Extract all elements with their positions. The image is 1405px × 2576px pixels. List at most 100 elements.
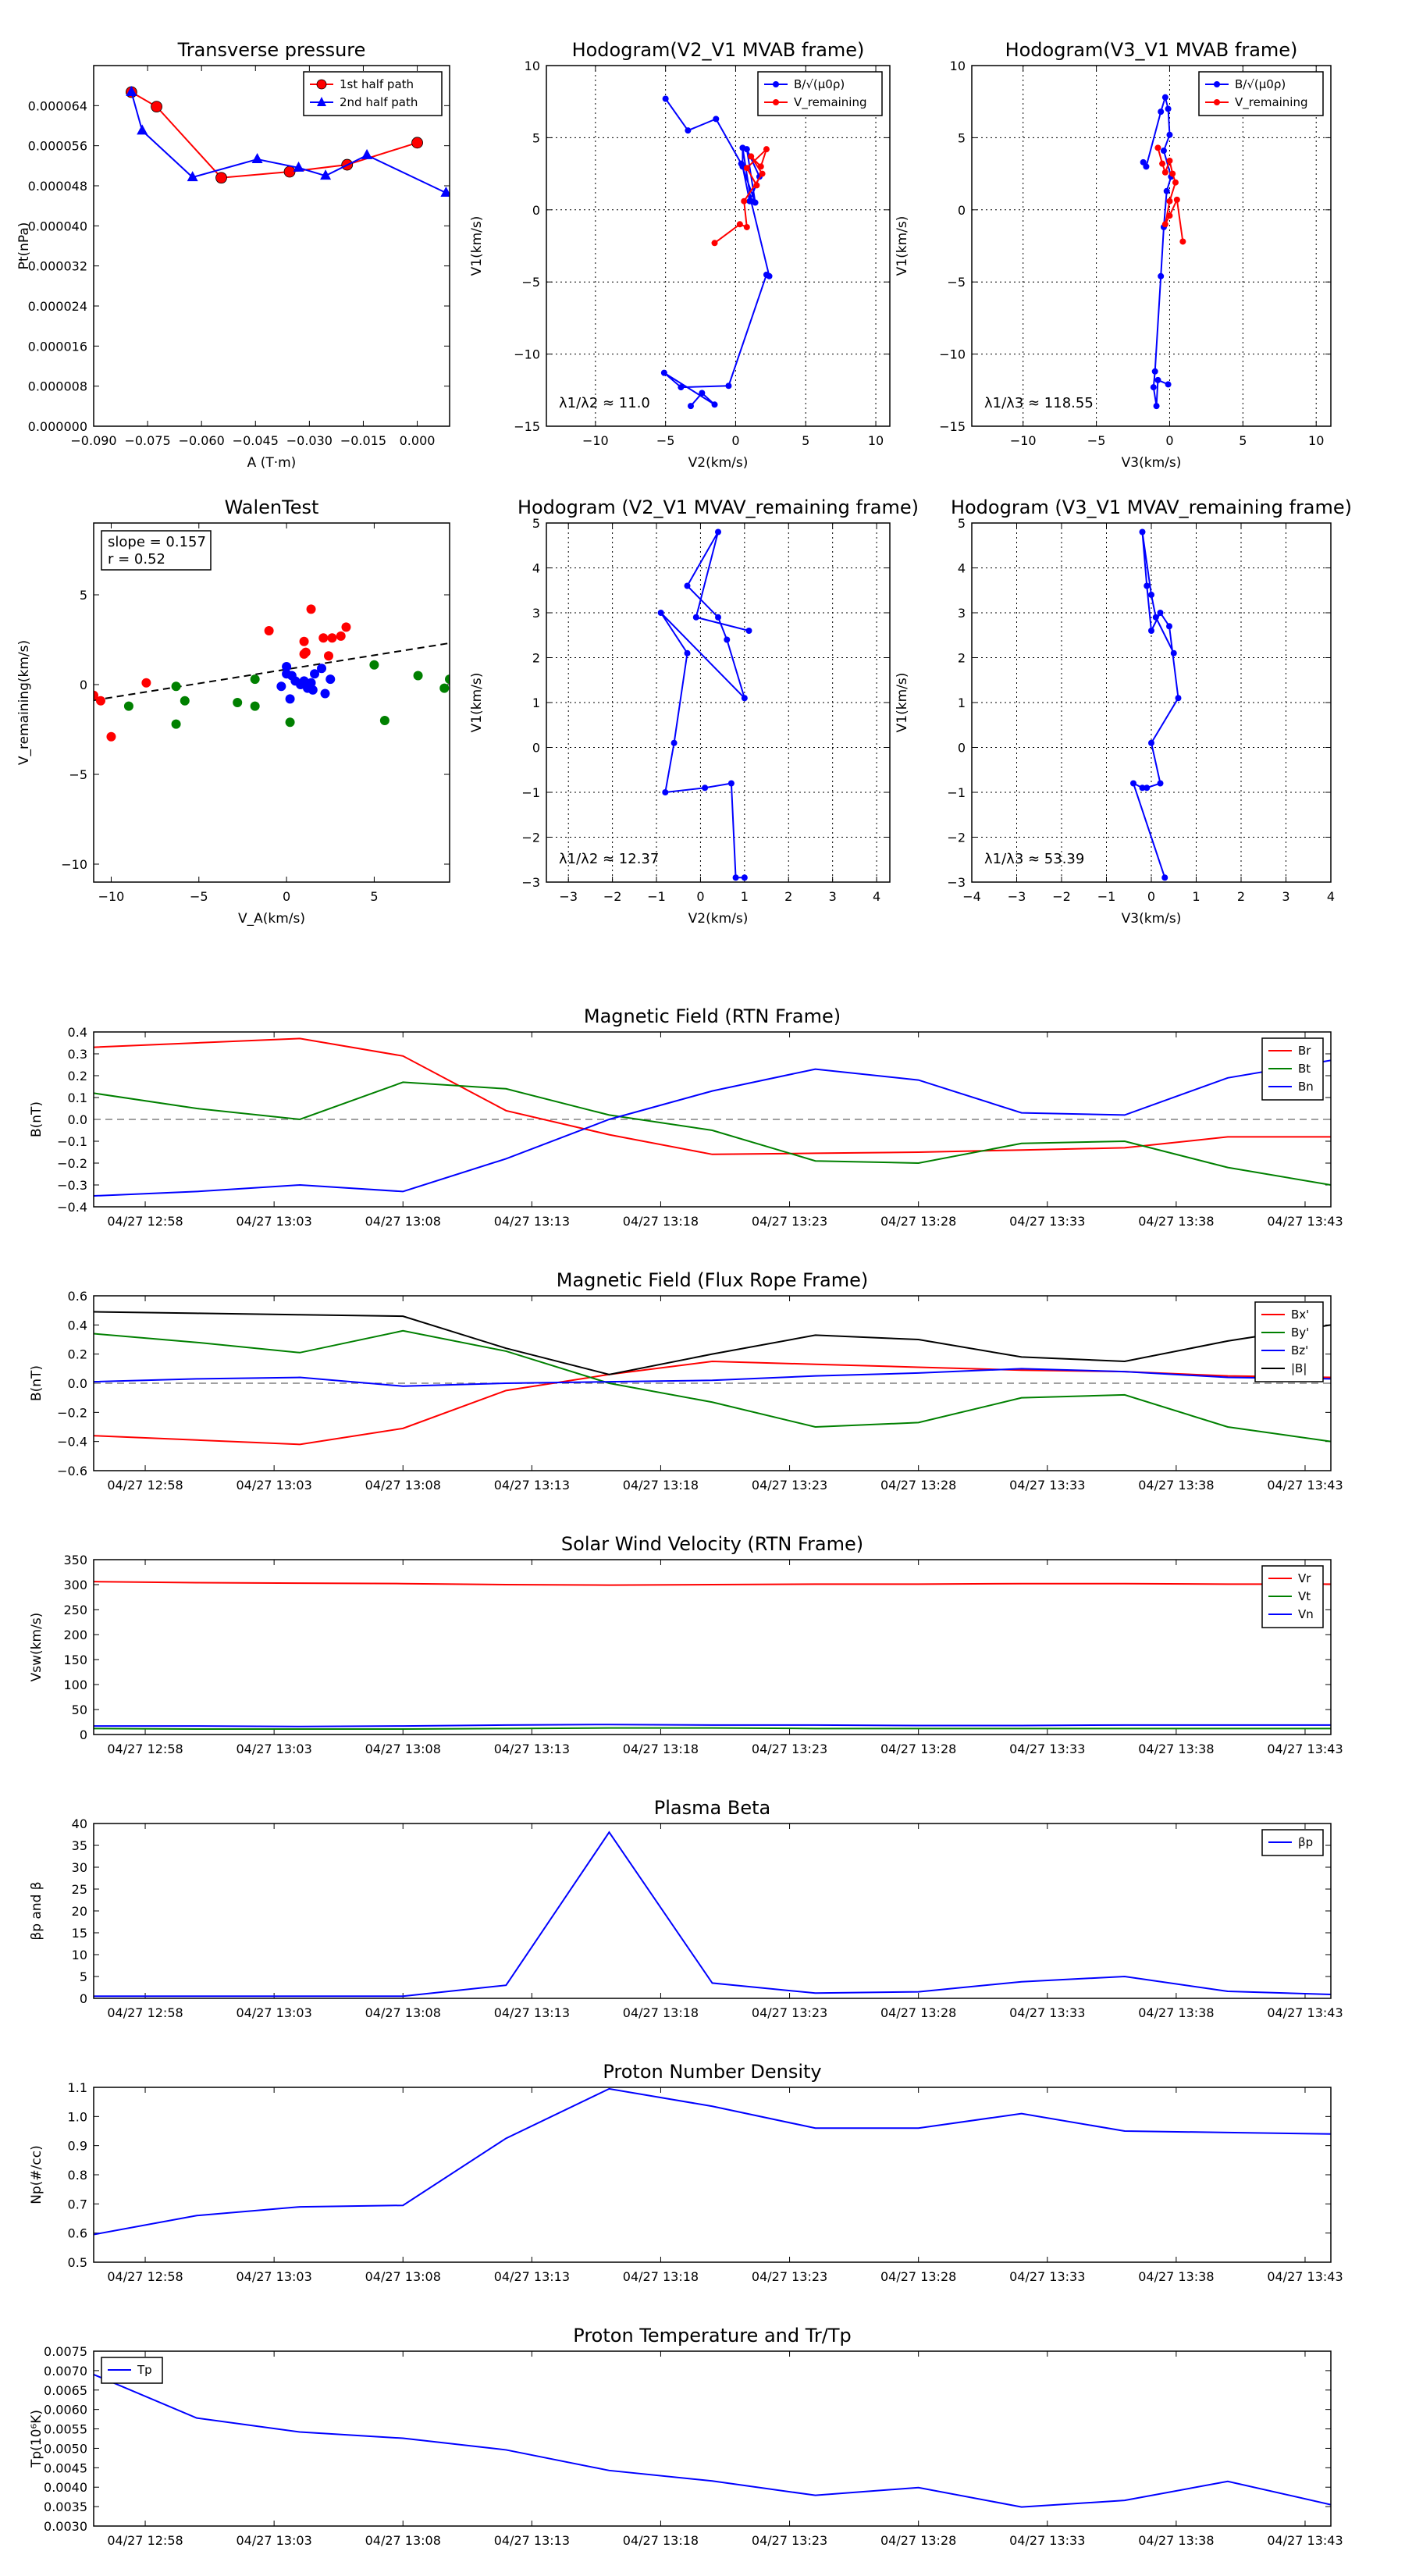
- legend-label: Vn: [1298, 1607, 1314, 1621]
- x-tick-label: −5: [190, 889, 208, 904]
- y-tick-label: −5: [69, 767, 87, 782]
- x-tick-label: 0: [1147, 889, 1155, 904]
- series-1: [94, 1329, 1331, 1443]
- data-point: [1173, 196, 1180, 203]
- data-point: [180, 696, 190, 706]
- y-axis-label: Np(#/cc): [29, 2145, 44, 2204]
- x-tick-label: −3: [1008, 889, 1026, 904]
- x-tick-label: 04/27 12:58: [107, 1478, 183, 1493]
- data-point: [379, 716, 389, 725]
- x-tick-label: 04/27 13:08: [365, 2269, 441, 2284]
- y-axis-label: V1(km/s): [895, 216, 910, 276]
- data-point: [187, 171, 198, 182]
- y-tick-label: 300: [63, 1578, 87, 1592]
- x-tick-label: −0.060: [179, 433, 225, 448]
- plot-area: [94, 1581, 1331, 1730]
- y-tick-label: −0.1: [57, 1134, 87, 1149]
- x-tick-label: −5: [656, 433, 675, 448]
- data-point: [1172, 179, 1179, 186]
- legend-box: [757, 71, 883, 116]
- data-point: [1166, 623, 1172, 630]
- x-tick-label: 04/27 13:23: [752, 2005, 827, 2020]
- chart-hodogram_v2_v1_mvav: Hodogram (V2_V1 MVAV_remaining frame) −3 −…: [469, 496, 919, 927]
- y-tick-label: 5: [80, 1969, 87, 1984]
- data-point: [1166, 212, 1173, 219]
- x-tick-label: 04/27 13:23: [752, 2533, 827, 2548]
- data-point: [299, 649, 309, 659]
- data-point: [282, 669, 292, 679]
- x-axis-label: A (T·m): [247, 455, 297, 471]
- y-tick-label: 5: [958, 130, 966, 145]
- legend: Tp: [101, 2357, 163, 2384]
- legend-label: Bn: [1298, 1080, 1314, 1094]
- y-tick-label: −5: [947, 275, 966, 290]
- data-point: [1165, 105, 1172, 112]
- y-tick-label: 0.0035: [44, 2500, 87, 2514]
- data-point: [250, 701, 260, 711]
- y-tick-label: −5: [521, 275, 540, 290]
- y-tick-label: 0.000048: [28, 179, 87, 194]
- series-line: [94, 1037, 1331, 1155]
- data-point: [1166, 131, 1173, 138]
- ratio-annotation: λ1/λ3 ≈ 118.55: [984, 395, 1094, 411]
- chart-proton_number_density: Proton Number Density 04/27 12:58 04/27 13…: [29, 2061, 1343, 2284]
- y-tick-label: 0: [532, 203, 540, 218]
- data-point: [759, 170, 766, 177]
- y-tick-label: 25: [72, 1882, 87, 1897]
- chart-hodogram_v3_v1_mvab: Hodogram(V3_V1 MVAB frame) −10 −5 0 5 10 −15 −1…: [895, 39, 1332, 471]
- y-axis-label: V1(km/s): [895, 673, 910, 733]
- x-tick-label: 04/27 13:13: [494, 1478, 570, 1493]
- plot-area: [660, 95, 773, 410]
- data-point: [95, 696, 105, 706]
- chart-title: Hodogram (V2_V1 MVAV_remaining frame): [518, 496, 919, 518]
- y-tick-label: 0.0050: [44, 2441, 87, 2456]
- chart-title: Hodogram(V2_V1 MVAB frame): [572, 39, 865, 61]
- x-tick-label: 04/27 13:08: [365, 1478, 441, 1493]
- axes-frame: [93, 1823, 1332, 1999]
- series-line: [94, 1311, 1331, 1375]
- data-point: [748, 197, 755, 205]
- x-tick-label: −10: [1010, 433, 1037, 448]
- x-tick-label: 04/27 13:28: [880, 2005, 956, 2020]
- y-tick-label: 1: [532, 696, 540, 710]
- axes-frame: [93, 2350, 1332, 2527]
- series-line: [94, 1059, 1331, 1197]
- y-tick-label: 0.3: [68, 1047, 87, 1062]
- x-tick-label: 04/27 13:43: [1267, 1742, 1343, 1756]
- y-tick-label: 3: [532, 606, 540, 621]
- x-tick-label: 10: [868, 433, 884, 448]
- x-tick-label: 04/27 13:23: [752, 2269, 827, 2284]
- series-1: [123, 660, 450, 729]
- chart-hodogram_v3_v1_mvav: Hodogram (V3_V1 MVAV_remaining frame)−4−…: [895, 496, 1352, 927]
- legend-label: Br: [1298, 1044, 1311, 1058]
- y-tick-label: −10: [61, 857, 87, 872]
- x-tick-label: 0: [696, 889, 704, 904]
- y-tick-label: −15: [514, 419, 540, 434]
- legend-label: Vr: [1298, 1571, 1311, 1585]
- series-0: [1140, 94, 1175, 410]
- axes-frame: [93, 1559, 1332, 1735]
- data-point: [1175, 695, 1182, 702]
- y-tick-label: −10: [939, 347, 966, 362]
- x-tick-label: 04/27 13:08: [365, 2005, 441, 2020]
- chart-proton_temperature: Proton Temperature and Tr/Tp 04/27 12:58 0…: [29, 2325, 1343, 2548]
- legend-box: [1198, 71, 1324, 116]
- legend-label: B/√(μ0ρ): [1235, 77, 1286, 91]
- series-3: [94, 1311, 1331, 1375]
- x-tick-label: 04/27 13:43: [1267, 2005, 1343, 2020]
- data-point: [439, 683, 450, 693]
- legend-label: Tp: [137, 2363, 152, 2377]
- data-point: [732, 874, 739, 881]
- data-point: [361, 148, 373, 159]
- data-point: [285, 694, 295, 704]
- chart-magnetic_field_rtn: Magnetic Field (RTN Frame) 04/27 12:58 04/…: [29, 1005, 1343, 1229]
- data-point: [440, 186, 450, 197]
- y-tick-label: 0.000040: [28, 219, 87, 233]
- data-point: [1151, 368, 1158, 375]
- x-tick-label: −2: [603, 889, 622, 904]
- data-point: [306, 678, 316, 688]
- data-point: [711, 240, 718, 247]
- y-tick-label: 0.0065: [44, 2383, 87, 2398]
- data-point: [745, 628, 752, 634]
- data-point: [264, 626, 274, 635]
